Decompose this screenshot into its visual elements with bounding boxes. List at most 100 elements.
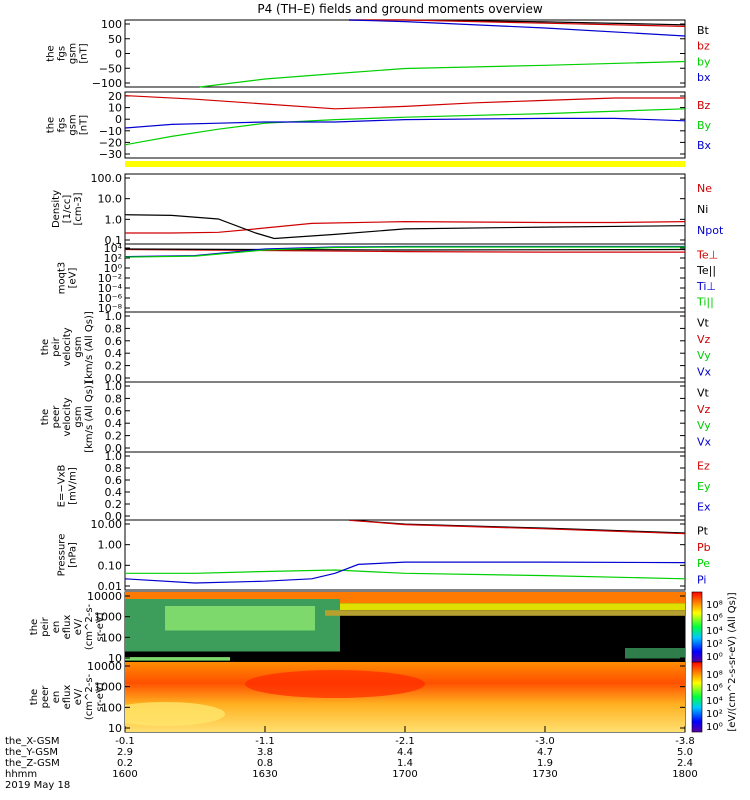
bottom-band — [125, 657, 230, 661]
series-bx-line — [348, 19, 686, 37]
colorbar-1 — [691, 591, 703, 663]
y-axis-label-line: peer — [51, 405, 62, 429]
y-tick-label: 10000 — [87, 590, 122, 603]
y-axis-label-line: the — [29, 689, 40, 705]
x-axis-group: the_X-GSM -0.1 -1.1 -2.1 -3.0 -3.8 the_Y-GSM 2.… — [5, 726, 698, 791]
x-row-value: -3.8 — [675, 736, 695, 747]
y-axis-label-line: gsm — [73, 336, 84, 357]
series-Bz-line — [124, 95, 685, 110]
y-axis-label-line: [mV/m] — [68, 467, 79, 505]
y-tick-label: 100 — [101, 631, 122, 644]
legend-Bt: Bt — [697, 24, 710, 37]
series-Ne-line — [125, 220, 686, 234]
y-axis-label-line: the — [46, 117, 57, 133]
legend-Te⊥: Te⊥ — [696, 248, 718, 261]
y-axis-label-line: E=−VxB — [57, 465, 68, 508]
panel-frame — [124, 91, 686, 159]
y-tick-label: 0.4 — [105, 486, 123, 499]
x-row-value: -0.1 — [115, 736, 135, 747]
legend-Vx: Vx — [697, 435, 712, 448]
y-axis-label-line: [cm-3] — [73, 192, 84, 225]
y-axis-label-line: Pressure — [57, 534, 68, 577]
y-tick-label: 0.0 — [105, 510, 123, 523]
y-tick-label: 0 — [115, 113, 122, 126]
x-row-value: 1730 — [532, 769, 557, 780]
y-tick-label: 0.4 — [105, 347, 123, 360]
y-tick-label: 0.6 — [105, 405, 123, 418]
y-tick-label: 10 — [108, 102, 122, 115]
x-row-value: -2.1 — [395, 736, 415, 747]
series-Te⊥-line — [124, 248, 685, 253]
y-axis-label-line: the — [29, 619, 40, 635]
colorbar-label: [eV/(cm^2-s-sr-eV) (All Qs)] — [727, 592, 738, 731]
y-axis-label-line: [km/s (All Qs)] — [84, 381, 95, 453]
colorbar-tick-label: 10² — [706, 639, 723, 650]
colorbar-tick-label: 10⁴ — [706, 696, 723, 707]
colorbar-2 — [691, 661, 703, 733]
y-tick-label: 1000 — [94, 611, 122, 624]
legend-Ti⊥: Ti⊥ — [696, 280, 716, 293]
y-tick-label: 0.8 — [105, 322, 123, 335]
legend-Pb: Pb — [697, 541, 711, 554]
band-yellow — [125, 603, 685, 611]
colorbar-tick-label: 10² — [706, 709, 723, 720]
y-axis-label-line: eV/ — [73, 618, 84, 635]
y-tick-label: 0.8 — [105, 392, 123, 405]
y-axis-label: E=−VxB[mV/m] — [57, 465, 79, 508]
y-tick-label: 20 — [108, 90, 122, 103]
y-tick-label: 50 — [108, 33, 122, 46]
legend-Vy: Vy — [697, 419, 711, 432]
y-axis-label-line: peir — [40, 616, 51, 636]
y-tick-label: 0.6 — [105, 474, 123, 487]
x-row-value: -1.1 — [255, 736, 275, 747]
y-axis-label: Density[1/cc][cm-3] — [51, 190, 84, 228]
legend-bz: bz — [697, 40, 710, 53]
y-tick-label: 10.00 — [91, 518, 123, 531]
colorbar-tick-label: 10⁴ — [706, 626, 723, 637]
panel-e-vxb: 1.00.80.60.40.20.0 E=−VxB[mV/m] Ez Ey Ex — [57, 450, 711, 523]
y-tick-label: 0.2 — [105, 498, 123, 511]
y-axis-label-line: fgs — [57, 46, 68, 61]
legend-Vx: Vx — [697, 365, 712, 378]
y-axis-label: thepeerenefluxeV/(cm^2-s-sr-eV) — [29, 673, 106, 720]
y-tick-label: 10 — [108, 722, 122, 735]
legend-Pe: Pe — [697, 557, 710, 570]
data-quality-bar — [125, 161, 685, 167]
y-tick-label: 0.2 — [105, 360, 123, 373]
y-tick-label: 0.6 — [105, 335, 123, 348]
panels-group: 100500−50−100thefgsgsm[nT]Btbzbybx20100−… — [29, 18, 724, 735]
y-tick-label: −30 — [99, 148, 122, 161]
legend-Te||: Te|| — [696, 264, 716, 277]
y-tick-label: 1000 — [94, 681, 122, 694]
y-tick-label: −50 — [99, 62, 122, 75]
yellow-strip — [125, 161, 685, 167]
series-Pe-line — [125, 569, 686, 580]
spectrogram — [125, 662, 685, 732]
x-row-value: 1800 — [672, 769, 697, 780]
legend-Vz: Vz — [697, 403, 711, 416]
legend-by: by — [697, 55, 711, 68]
y-tick-label: 0.0 — [105, 372, 123, 385]
x-row-value: 3.8 — [257, 747, 273, 758]
y-axis-label-line: en — [51, 691, 62, 704]
y-tick-label: 10 — [108, 652, 122, 665]
y-tick-label: 100.0 — [91, 172, 123, 185]
panel-frame — [124, 519, 686, 591]
y-tick-label: 1.00 — [98, 539, 123, 552]
y-tick-label: 0 — [115, 48, 122, 61]
y-axis-label-line: [nT] — [79, 43, 90, 63]
panel-density: 100.0 10.0 1.0 0.1 Density[1/cc][cm-3] Ne Ni Np… — [51, 172, 724, 247]
series-bz-line — [349, 19, 686, 27]
y-axis-label-line: eflux — [62, 685, 73, 710]
y-tick-label: 10⁰ — [104, 262, 123, 275]
y-axis-label-line: Density — [51, 190, 62, 228]
x-row-value: 1.9 — [537, 758, 553, 769]
y-axis-label: thefgsgsm[nT] — [46, 114, 90, 135]
x-row-name: the_Z-GSM — [5, 758, 60, 769]
series-Ti||-line — [124, 246, 685, 258]
y-tick-label: 1.0 — [105, 450, 123, 463]
y-axis-label: thepeirvelocitygsm[km/s (All Qs)] — [40, 311, 95, 383]
y-axis-label-line: gsm — [73, 406, 84, 427]
